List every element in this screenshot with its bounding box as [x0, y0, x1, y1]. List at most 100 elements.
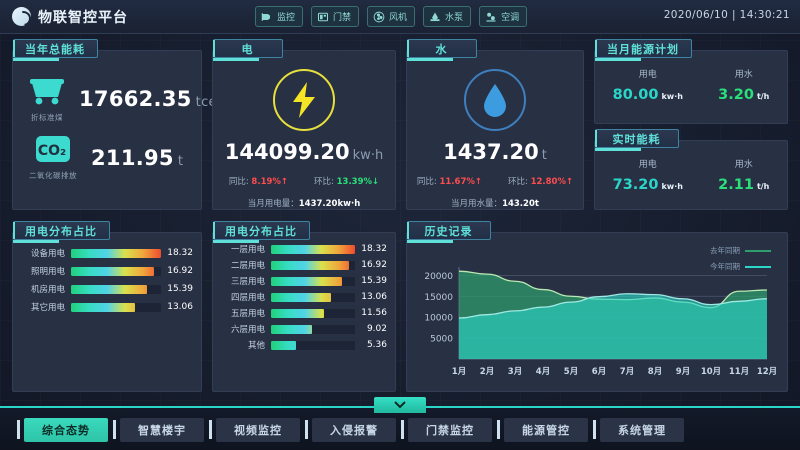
brand: 物联智控平台	[0, 7, 128, 27]
panel-total-energy: 当年总能耗 折标准煤 17662.35 tce CO₂ 二氧化碳排放 211.95…	[12, 39, 217, 210]
bar-value: 18.32	[361, 244, 387, 254]
svg-text:1月: 1月	[452, 367, 466, 377]
electricity-mom-label: 环比:	[314, 177, 334, 187]
bar-value: 15.39	[361, 276, 387, 286]
legend-label: 今年同期	[710, 262, 740, 271]
bar-value: 16.92	[167, 266, 193, 276]
tab-4[interactable]: 门禁监控	[401, 418, 492, 442]
panel-title-usage-distribution-category: 用电分布占比	[13, 221, 110, 243]
tab-label: 能源管控	[522, 424, 570, 437]
metric-standard-coal: 折标准煤 17662.35 tce	[13, 75, 217, 123]
panel-electricity: 电 144099.20 kw·h 同比: 8.19%↑ 环比: 13.39%↓ 当…	[212, 39, 396, 210]
bar-fill	[271, 260, 349, 270]
bar-label: 照明用电	[30, 267, 65, 277]
plan-label: 用电	[638, 70, 657, 80]
nav-button-camera[interactable]: 监控	[255, 6, 304, 27]
tab-label: 门禁监控	[426, 424, 474, 437]
nav-button-fan[interactable]: 风机	[367, 6, 416, 27]
water-mom-value: 12.80%↑	[530, 177, 574, 187]
air-conditioner-icon	[485, 11, 497, 23]
svg-text:2月: 2月	[480, 367, 494, 377]
datetime-display: 2020/06/10 | 14:30:21	[663, 9, 790, 21]
svg-text:5月: 5月	[564, 367, 578, 377]
panel-realtime-energy: 实时能耗 用电 73.20 kw·h 用水 2.11 t/h	[594, 129, 788, 210]
swirl-logo-icon	[12, 7, 31, 26]
panel-usage-distribution-floor: 用电分布占比 一层用电 18.32 二层用电 16.92 三层用电 15.39 四层用电 13…	[212, 221, 396, 392]
panel-history: 历史记录 去年同期 今年同期 5000 10000 15000 20000 1月 2月 3月 4…	[406, 221, 788, 392]
bar-label: 机房用电	[30, 285, 65, 295]
panel-title-total-energy: 当年总能耗	[13, 39, 98, 61]
plan-label: 用水	[734, 70, 753, 80]
co2-icon: CO₂ 二氧化碳排放	[27, 135, 79, 181]
tab-label: 系统管理	[618, 424, 666, 437]
tab-0[interactable]: 综合态势	[17, 418, 108, 442]
metric-value: 17662.35	[79, 87, 192, 111]
metric-caption: 折标准煤	[31, 113, 63, 122]
panel-title-realtime-energy: 实时能耗	[595, 129, 679, 151]
panel-title-usage-distribution-floor: 用电分布占比	[213, 221, 310, 243]
app-header: 物联智控平台 监控 门禁 风机 水泵 空调 2020/06/10 | 14:30:21	[0, 0, 800, 34]
chevron-down-icon[interactable]	[374, 397, 426, 413]
tab-2[interactable]: 视频监控	[209, 418, 300, 442]
nav-button-air-conditioner[interactable]: 空调	[479, 6, 528, 27]
bar-track	[271, 292, 355, 302]
bar-row: 其他 5.36	[221, 339, 387, 351]
tab-6[interactable]: 系统管理	[593, 418, 684, 442]
bar-fill	[71, 248, 161, 258]
panel-title-monthly-plan: 当月能源计划	[595, 39, 692, 61]
bar-fill	[71, 284, 147, 294]
bar-row: 一层用电 18.32	[221, 243, 387, 255]
plan-value: 3.20 t/h	[718, 87, 770, 103]
svg-text:CO₂: CO₂	[38, 143, 66, 159]
tab-3[interactable]: 入侵报警	[305, 418, 396, 442]
realtime-value: 73.20 kw·h	[612, 177, 683, 193]
panel-title-history: 历史记录	[407, 221, 491, 243]
nav-button-water-pump[interactable]: 水泵	[423, 6, 472, 27]
bar-row: 三层用电 15.39	[221, 275, 387, 287]
tab-5[interactable]: 能源管控	[497, 418, 588, 442]
bar-track	[271, 260, 355, 270]
bar-track	[71, 248, 161, 258]
bar-track	[71, 302, 161, 312]
svg-text:12月: 12月	[757, 367, 777, 377]
legend-swatch	[745, 249, 771, 252]
electricity-sub-label: 当月用电量：	[247, 199, 299, 209]
realtime-value: 2.11 t/h	[718, 177, 770, 193]
bar-row: 五层用电 11.56	[221, 307, 387, 319]
bar-value: 13.06	[361, 292, 387, 302]
tab-list: 综合态势 智慧楼宇 视频监控 入侵报警 门禁监控 能源管控 系统管理	[0, 408, 800, 450]
water-value: 1437.20	[443, 140, 539, 164]
nav-button-door-access[interactable]: 门禁	[311, 6, 360, 27]
bar-label: 一层用电	[230, 245, 265, 255]
bar-row: 机房用电 15.39	[21, 283, 193, 295]
bar-row: 六层用电 9.02	[221, 323, 387, 335]
water-drop-icon	[464, 69, 526, 131]
tab-1[interactable]: 智慧楼宇	[113, 418, 204, 442]
svg-text:10000: 10000	[424, 314, 453, 324]
bar-fill	[271, 324, 313, 334]
bar-fill	[71, 266, 155, 276]
nav-button-label: 水泵	[445, 13, 464, 23]
bar-value: 18.32	[167, 248, 193, 258]
bar-value: 11.56	[361, 308, 387, 318]
bar-value: 16.92	[361, 260, 387, 270]
bar-label: 二层用电	[230, 261, 265, 271]
bar-value: 15.39	[167, 284, 193, 294]
nav-button-label: 监控	[277, 13, 296, 23]
tab-label: 综合态势	[42, 424, 90, 437]
history-area-chart: 5000 10000 15000 20000 1月 2月 3月 4月 5月 6月 7月 8月 9月 10月…	[424, 267, 777, 377]
realtime-label: 用电	[638, 160, 657, 170]
panel-water: 水 1437.20 t 同比: 11.67%↑ 环比: 12.80%↑ 当月用水量…	[406, 39, 584, 210]
legend-item[interactable]: 去年同期	[710, 245, 771, 256]
legend-item[interactable]: 今年同期	[710, 261, 771, 272]
bar-track	[271, 244, 355, 254]
bar-track	[271, 324, 355, 334]
plan-item: 用电 80.00 kw·h	[613, 67, 683, 103]
nav-button-label: 风机	[389, 13, 408, 23]
metric-unit: t	[177, 154, 184, 169]
bar-label: 六层用电	[230, 325, 265, 335]
electricity-yoy-label: 同比:	[228, 177, 249, 187]
electricity-value: 144099.20	[224, 140, 350, 164]
bar-label: 其他	[247, 341, 265, 351]
svg-text:15000: 15000	[424, 293, 453, 303]
